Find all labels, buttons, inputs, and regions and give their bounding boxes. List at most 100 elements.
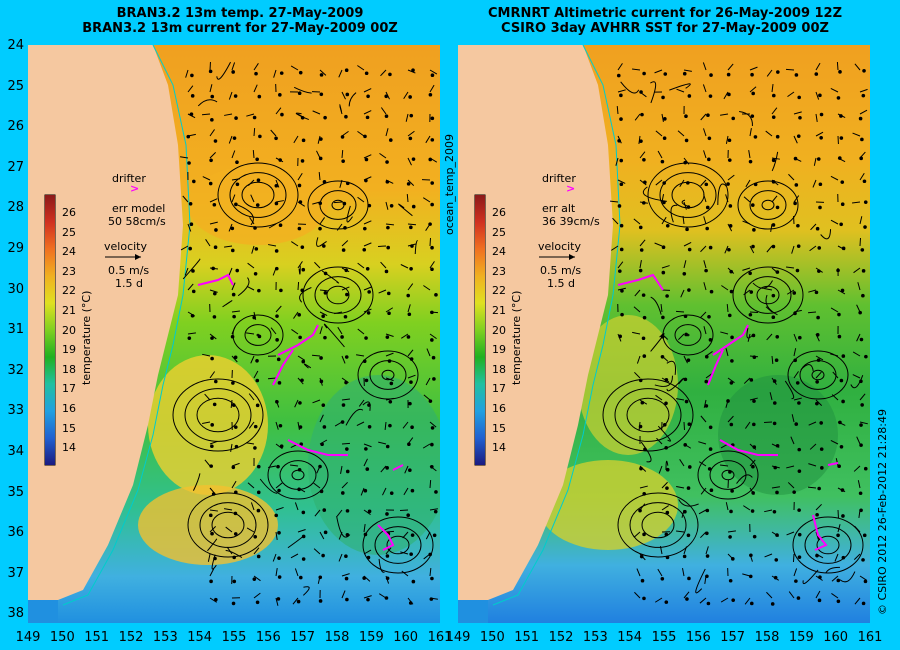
colorbar-tick: 16 bbox=[62, 402, 76, 415]
colorbar-tick: 17 bbox=[62, 382, 76, 396]
colorbar-tick: 21 bbox=[62, 304, 76, 317]
longitude-label: 161 bbox=[857, 630, 883, 645]
right-velocity-label: velocity bbox=[538, 240, 581, 253]
drifter-tracks bbox=[617, 273, 839, 551]
longitude-label: 154 bbox=[187, 630, 213, 645]
colorbar-tick: 15 bbox=[492, 421, 506, 435]
right-title-line2: CSIRO 3day AVHRR SST for 27-May-2009 00Z bbox=[501, 21, 829, 36]
colorbar-tick: 21 bbox=[492, 304, 506, 317]
latitude-label: 34 bbox=[7, 444, 24, 459]
colorbar-tick: 14 bbox=[62, 441, 76, 455]
latitude-label: 33 bbox=[7, 403, 24, 419]
latitude-label: 30 bbox=[7, 281, 24, 297]
longitude-label: 158 bbox=[324, 630, 350, 645]
longitude-label: 156 bbox=[255, 630, 281, 645]
left-drifter-label: drifter bbox=[112, 172, 146, 185]
left-map-panel bbox=[28, 45, 440, 623]
longitude-label: 156 bbox=[685, 630, 711, 645]
colorbar-tick: 24 bbox=[492, 245, 506, 259]
longitude-label: 154 bbox=[617, 630, 643, 645]
right-map-panel bbox=[458, 45, 870, 623]
latitude-label: 24 bbox=[7, 38, 24, 53]
current-vectors bbox=[180, 61, 439, 606]
longitude-label: 153 bbox=[152, 630, 178, 645]
longitude-label: 157 bbox=[720, 630, 746, 645]
colorbar-tick: 23 bbox=[492, 264, 506, 278]
latitude-label: 28 bbox=[7, 200, 24, 216]
colorbar-tick: 25 bbox=[492, 225, 506, 239]
left-colorbar-label: temperature (°C) bbox=[80, 290, 93, 385]
latitude-label: 35 bbox=[7, 484, 24, 500]
longitude-label: 149 bbox=[445, 630, 471, 645]
colorbar-tick: 25 bbox=[62, 225, 76, 239]
longitude-label: 160 bbox=[393, 630, 419, 645]
latitude-label: 36 bbox=[7, 525, 24, 541]
longitude-label: 152 bbox=[548, 630, 574, 645]
colorbar-tick: 18 bbox=[62, 362, 76, 376]
colorbar-tick: 22 bbox=[62, 284, 76, 298]
shelf-contour bbox=[62, 45, 191, 606]
colorbar-tick: 17 bbox=[492, 382, 506, 396]
left-err-value: 50 58cm/s bbox=[108, 215, 166, 228]
australia-land bbox=[28, 45, 183, 600]
left-err-label: err model bbox=[112, 202, 166, 215]
current-vectors bbox=[609, 61, 868, 606]
colorbar-tick: 22 bbox=[492, 284, 506, 298]
right-velocity-duration: 1.5 d bbox=[547, 277, 575, 290]
left-velocity-speed: 0.5 m/s bbox=[108, 264, 150, 277]
longitude-label: 159 bbox=[788, 630, 814, 645]
latitude-label: 29 bbox=[7, 241, 24, 256]
right-err-value: 36 39cm/s bbox=[542, 215, 600, 228]
longitude-label: 153 bbox=[582, 630, 608, 645]
latitude-label: 31 bbox=[7, 322, 24, 338]
colorbar-tick: 18 bbox=[492, 362, 506, 376]
longitude-label: 161 bbox=[427, 630, 453, 645]
longitude-label: 151 bbox=[84, 630, 110, 645]
latitude-label: 25 bbox=[7, 78, 24, 94]
colorbar-tick: 19 bbox=[62, 343, 76, 357]
left-title-line2: BRAN3.2 13m current for 27-May-2009 00Z bbox=[82, 21, 398, 36]
latitude-label: 26 bbox=[7, 119, 24, 135]
right-err-label: err alt bbox=[542, 202, 576, 215]
longitude-label: 155 bbox=[221, 630, 247, 645]
left-drifter-symbol: > bbox=[130, 182, 140, 195]
australia-land bbox=[458, 45, 613, 600]
shelf-contour bbox=[492, 45, 621, 606]
colorbar-tick: 15 bbox=[62, 421, 76, 435]
colorbar-tick: 14 bbox=[492, 441, 506, 455]
right-drifter-label: drifter bbox=[542, 172, 576, 185]
longitude-label: 151 bbox=[514, 630, 540, 645]
left-velocity-arrow bbox=[105, 254, 141, 260]
colorbar-tick: 19 bbox=[492, 343, 506, 357]
drifter-tracks bbox=[197, 273, 404, 551]
credit-text: © CSIRO 2012 26-Feb-2012 21:28:49 bbox=[876, 409, 889, 615]
left-title-line1: BRAN3.2 13m temp. 27-May-2009 bbox=[116, 6, 364, 21]
colorbar-tick: 16 bbox=[492, 402, 506, 415]
left-velocity-duration: 1.5 d bbox=[115, 277, 143, 290]
longitude-label: 150 bbox=[479, 630, 505, 645]
colorbar-tick: 20 bbox=[62, 323, 76, 337]
latitude-label: 27 bbox=[7, 159, 24, 175]
latitude-label: 38 bbox=[7, 606, 24, 622]
latitude-label: 37 bbox=[7, 565, 24, 581]
left-velocity-label: velocity bbox=[104, 240, 147, 253]
colorbar-tick: 23 bbox=[62, 264, 76, 278]
longitude-label: 155 bbox=[651, 630, 677, 645]
longitude-label: 160 bbox=[823, 630, 849, 645]
left-title: BRAN3.2 13m temp. 27-May-2009 BRAN3.2 13… bbox=[40, 6, 440, 36]
longitude-label: 159 bbox=[358, 630, 384, 645]
right-velocity-speed: 0.5 m/s bbox=[540, 264, 582, 277]
right-title: CMRNRT Altimetric current for 26-May-200… bbox=[455, 6, 875, 36]
longitude-label: 157 bbox=[290, 630, 316, 645]
colorbar-tick: 24 bbox=[62, 245, 76, 259]
right-colorbar-gradient bbox=[475, 195, 485, 465]
middle-vertical-label: ocean_temp_2009 bbox=[443, 133, 456, 235]
longitude-label: 158 bbox=[754, 630, 780, 645]
right-colorbar-label: temperature (°C) bbox=[510, 290, 523, 385]
longitude-label: 149 bbox=[15, 630, 41, 645]
right-title-line1: CMRNRT Altimetric current for 26-May-200… bbox=[487, 6, 843, 21]
longitude-label: 152 bbox=[118, 630, 144, 645]
colorbar-tick: 20 bbox=[492, 323, 506, 337]
colorbar-tick: 26 bbox=[492, 206, 506, 219]
right-drifter-symbol: > bbox=[566, 182, 576, 195]
